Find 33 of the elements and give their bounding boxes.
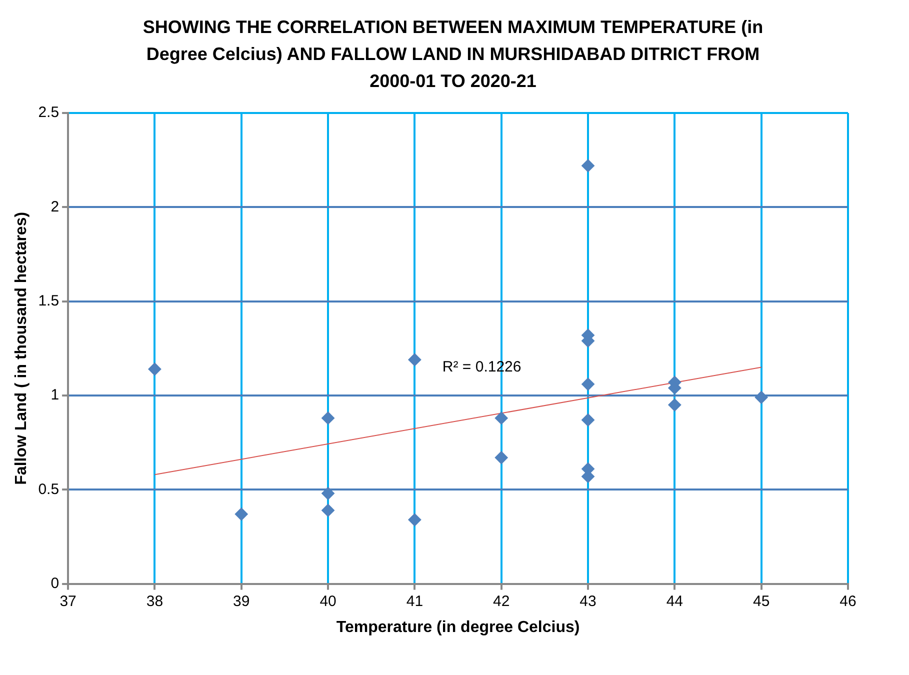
- y-tick-label: 1: [50, 386, 60, 404]
- point: [148, 362, 162, 376]
- point: [322, 486, 335, 500]
- x-tick-label: 44: [666, 592, 684, 610]
- y-tick-label: 0.5: [38, 480, 60, 498]
- x-axis-title: Temperature (in degree Celcius): [336, 618, 580, 636]
- point: [582, 413, 595, 426]
- x-tick-label: 37: [60, 592, 76, 610]
- x-tick-label: 41: [406, 592, 424, 610]
- y-tick-label: 2: [50, 198, 60, 216]
- x-tick-label: 42: [493, 592, 510, 610]
- x-tick-label: 38: [146, 592, 164, 610]
- y-tick-label: 0: [50, 574, 60, 592]
- point: [234, 508, 248, 521]
- point: [322, 504, 335, 517]
- y-tick-label: 2.5: [38, 104, 60, 122]
- x-tick-label: 46: [840, 592, 856, 610]
- x-tick-label: 43: [580, 592, 596, 610]
- point: [582, 378, 595, 391]
- y-tick-label: 1.5: [38, 292, 60, 310]
- x-tick-label: 40: [320, 592, 336, 610]
- point: [408, 353, 422, 366]
- point: [582, 159, 595, 172]
- point: [754, 390, 768, 404]
- y-axis-title: Fallow Land ( in thousand hectares): [13, 212, 30, 485]
- point: [408, 513, 422, 526]
- point: [668, 398, 682, 412]
- point: [494, 451, 508, 464]
- x-tick-label: 39: [233, 592, 250, 610]
- point: [322, 412, 335, 425]
- x-tick-label: 45: [752, 592, 770, 610]
- point: [494, 412, 508, 425]
- chart-title: SHOWING THE CORRELATION BETWEEN MAXIMUM TEMPERATURE (in Degree Celcius) AND FALLOW LAND IN MURSHIDABAD DITRICT FROM 2000-01 TO 2020-21: [142, 16, 764, 93]
